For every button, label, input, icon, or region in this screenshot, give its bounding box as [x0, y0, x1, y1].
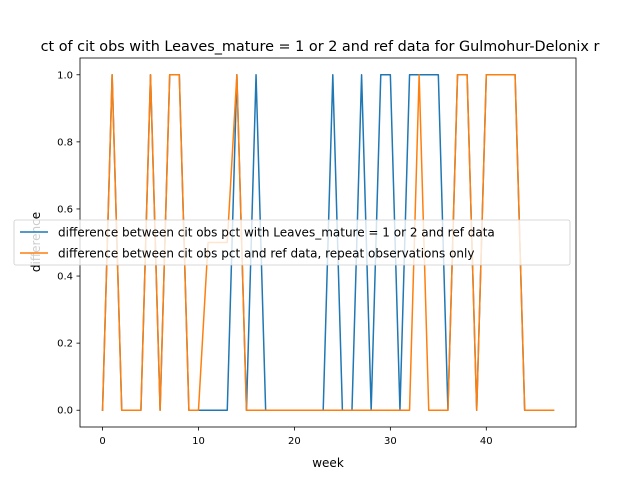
legend-label-1: difference between cit obs pct with Leav… — [58, 226, 495, 240]
x-tick-label: 40 — [480, 436, 493, 447]
y-tick-label: 1.0 — [57, 70, 73, 81]
x-axis-label: week — [312, 456, 344, 470]
y-tick-label: 0.6 — [57, 204, 73, 215]
y-tick-label: 0.0 — [57, 406, 73, 417]
x-tick-label: 10 — [192, 436, 205, 447]
x-tick-label: 20 — [288, 436, 301, 447]
x-tick-label: 0 — [99, 436, 105, 447]
x-tick-label: 30 — [384, 436, 397, 447]
y-tick-label: 0.8 — [57, 137, 73, 148]
y-tick-label: 0.2 — [57, 339, 73, 350]
legend: difference between cit obs pct with Leav… — [13, 219, 571, 266]
chart-title: ct of cit obs with Leaves_mature = 1 or … — [41, 39, 600, 55]
legend-box — [13, 219, 571, 266]
y-tick-label: 0.4 — [57, 272, 73, 283]
series-line-2 — [101, 74, 555, 412]
legend-label-2: difference between cit obs pct and ref d… — [58, 247, 474, 261]
